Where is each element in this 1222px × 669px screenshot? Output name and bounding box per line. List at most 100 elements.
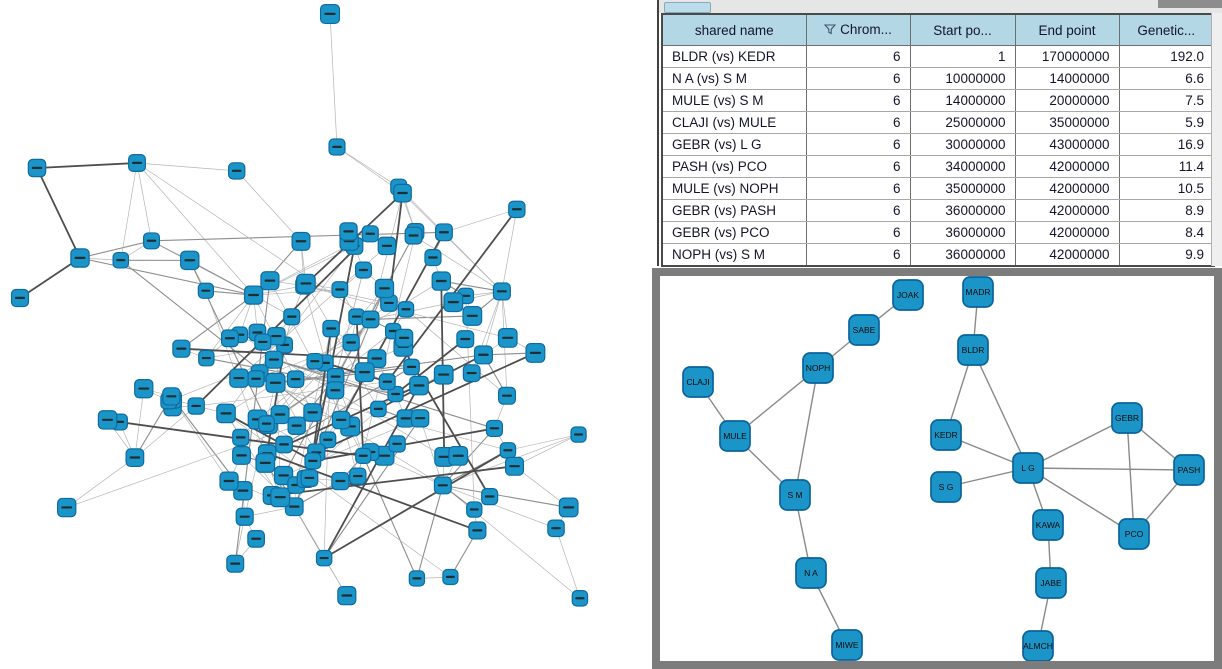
network-edge[interactable] — [441, 280, 502, 292]
cell-value[interactable]: 6 — [805, 133, 911, 156]
network-node[interactable] — [424, 248, 442, 267]
network-node[interactable] — [172, 339, 191, 358]
network-node[interactable] — [354, 261, 373, 279]
network-edge[interactable] — [514, 434, 579, 467]
network-edge[interactable] — [19, 257, 81, 299]
network-node[interactable] — [162, 387, 181, 406]
network-node[interactable] — [570, 426, 587, 443]
network-node[interactable] — [408, 570, 426, 587]
network-node[interactable] — [255, 453, 276, 473]
subnetwork-node-bldr[interactable]: BLDR — [957, 334, 989, 366]
subnetwork-panel[interactable]: JOAK MADR SABE NOPH CLAJI MULE BLDR KEDR GEBR L G… — [652, 268, 1222, 669]
network-edge[interactable] — [336, 146, 399, 188]
network-edge[interactable] — [79, 257, 254, 296]
edge-table[interactable]: shared name Chrom... Start po... End point G… — [661, 13, 1215, 267]
network-node[interactable] — [462, 306, 483, 326]
cell-value[interactable]: 36000000 — [909, 199, 1016, 222]
network-node[interactable] — [349, 467, 367, 485]
network-node[interactable] — [247, 530, 265, 548]
network-edge[interactable] — [507, 434, 579, 451]
network-node[interactable] — [243, 285, 264, 305]
main-network-panel[interactable] — [0, 0, 652, 669]
network-edge[interactable] — [225, 413, 281, 498]
cell-value[interactable]: 6 — [805, 89, 911, 112]
network-edge[interactable] — [555, 528, 581, 599]
network-node[interactable] — [197, 282, 215, 299]
network-edge[interactable] — [134, 388, 145, 458]
cell-value[interactable]: 10.5 — [1118, 177, 1215, 200]
table-row[interactable]: PASH (vs) PCO 6 34000000 42000000 11.4 — [661, 155, 1215, 178]
network-node[interactable] — [342, 333, 360, 352]
network-edge[interactable] — [120, 162, 138, 261]
cell-value[interactable]: 5.9 — [1118, 111, 1215, 134]
cell-shared-name[interactable]: PASH (vs) PCO — [661, 155, 807, 178]
cell-value[interactable]: 36000000 — [909, 243, 1016, 267]
cell-shared-name[interactable]: GEBR (vs) PCO — [661, 221, 807, 244]
subnetwork-edge[interactable] — [972, 349, 1029, 469]
cell-value[interactable]: 43000000 — [1014, 133, 1120, 156]
network-node[interactable] — [319, 3, 341, 25]
network-node[interactable] — [448, 445, 469, 466]
subnetwork-node-madr[interactable]: MADR — [962, 276, 994, 308]
table-scrollbar-strip[interactable] — [659, 0, 1222, 13]
cell-value[interactable]: 6 — [805, 45, 911, 68]
network-node[interactable] — [504, 456, 525, 476]
filter-funnel-icon[interactable] — [823, 23, 837, 38]
network-node[interactable] — [492, 282, 511, 301]
network-node[interactable] — [287, 416, 306, 435]
cell-value[interactable]: 6 — [805, 221, 911, 244]
network-edge[interactable] — [196, 381, 388, 407]
cell-value[interactable]: 14000000 — [1014, 67, 1120, 90]
network-edge[interactable] — [413, 235, 503, 292]
cell-value[interactable]: 11.4 — [1118, 155, 1215, 178]
network-node[interactable] — [497, 328, 518, 348]
cell-value[interactable]: 6.6 — [1118, 67, 1215, 90]
subnetwork-node-mule[interactable]: MULE — [719, 420, 751, 452]
cell-value[interactable]: 42000000 — [1014, 221, 1120, 244]
cell-shared-name[interactable]: GEBR (vs) PASH — [661, 199, 807, 222]
subnetwork-node-noph[interactable]: NOPH — [802, 352, 834, 384]
network-node[interactable] — [378, 373, 396, 391]
cell-value[interactable]: 34000000 — [909, 155, 1016, 178]
network-edge[interactable] — [266, 452, 478, 532]
cell-value[interactable]: 6 — [805, 111, 911, 134]
network-node[interactable] — [481, 488, 499, 506]
network-node[interactable] — [306, 352, 324, 370]
network-node[interactable] — [410, 409, 430, 428]
network-node[interactable] — [328, 138, 346, 156]
table-row[interactable]: BLDR (vs) KEDR 6 1 170000000 192.0 — [661, 45, 1215, 68]
network-edge[interactable] — [36, 162, 138, 169]
network-node[interactable] — [331, 471, 350, 491]
scrollbar-thumb[interactable] — [664, 2, 711, 13]
network-node[interactable] — [128, 154, 146, 172]
network-edge[interactable] — [395, 338, 466, 395]
subnetwork-node-s-g[interactable]: S G — [930, 471, 962, 503]
cell-value[interactable]: 6 — [805, 155, 911, 178]
network-node[interactable] — [374, 445, 395, 466]
network-node[interactable] — [270, 405, 290, 425]
network-edge[interactable] — [181, 294, 254, 350]
network-edge[interactable] — [279, 376, 336, 416]
network-edge[interactable] — [501, 209, 518, 292]
subnetwork-node-gebr[interactable]: GEBR — [1111, 402, 1143, 434]
network-node[interactable] — [286, 370, 305, 388]
cell-value[interactable]: 6 — [805, 67, 911, 90]
network-edge[interactable] — [323, 449, 509, 559]
subnetwork-node-miwe[interactable]: MIWE — [831, 629, 863, 661]
network-node[interactable] — [198, 349, 215, 367]
network-node[interactable] — [57, 497, 77, 518]
network-node[interactable] — [456, 330, 475, 349]
network-edge[interactable] — [442, 484, 569, 509]
subnetwork-node-kawa[interactable]: KAWA — [1032, 509, 1064, 541]
network-edge[interactable] — [79, 240, 152, 259]
network-node[interactable] — [498, 386, 517, 405]
network-node[interactable] — [134, 379, 154, 399]
subnetwork-edge[interactable] — [1027, 467, 1135, 535]
network-node[interactable] — [558, 497, 579, 518]
network-edge[interactable] — [402, 192, 503, 292]
cell-value[interactable]: 42000000 — [1014, 155, 1120, 178]
network-node[interactable] — [403, 358, 420, 376]
cell-value[interactable]: 36000000 — [909, 221, 1016, 244]
network-node[interactable] — [571, 590, 589, 607]
network-edge[interactable] — [335, 376, 396, 395]
